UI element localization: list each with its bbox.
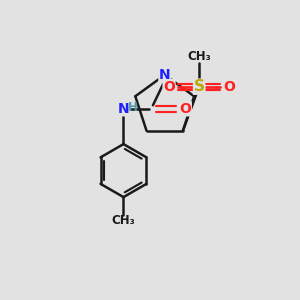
Text: CH₃: CH₃ [187,50,211,63]
Text: N: N [118,102,129,116]
Text: H: H [128,101,138,114]
Text: S: S [194,79,205,94]
Text: O: O [223,80,235,94]
Text: O: O [179,102,191,116]
Text: CH₃: CH₃ [112,214,135,227]
Text: O: O [163,80,175,94]
Text: N: N [159,68,170,82]
